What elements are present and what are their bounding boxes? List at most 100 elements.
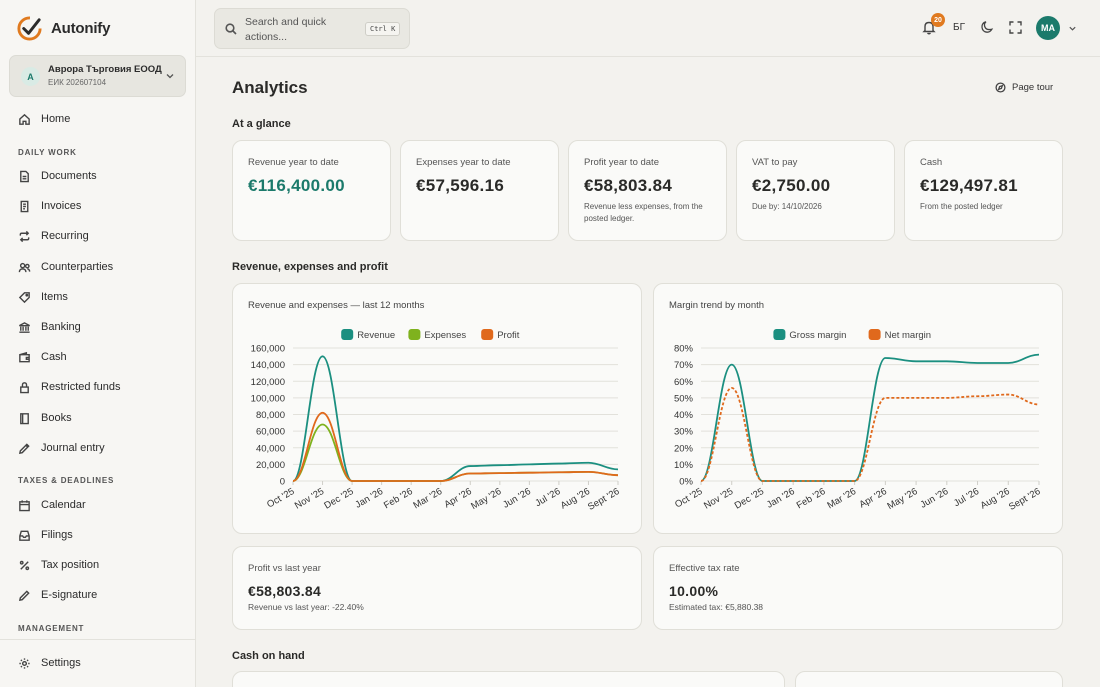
- section-revenue-expenses-profit: Revenue, expenses and profit: [232, 261, 388, 273]
- sidebar-item-label: Recurring: [41, 230, 89, 242]
- y-tick-label: 70%: [674, 360, 694, 371]
- sidebar-item-label: Counterparties: [41, 261, 114, 273]
- moon-icon[interactable]: [980, 20, 994, 34]
- legend-swatch: [408, 329, 421, 340]
- legend-swatch: [341, 329, 354, 340]
- sidebar-item-label: Documents: [41, 170, 97, 182]
- x-tick-label: Dec '25: [733, 486, 766, 511]
- legend-swatch: [773, 329, 786, 340]
- sidebar-item-e-signature[interactable]: E-signature: [18, 586, 97, 604]
- wallet-icon: [19, 351, 30, 362]
- x-tick-label: Jun '26: [919, 486, 951, 511]
- sidebar-item-invoices[interactable]: Invoices: [18, 197, 81, 215]
- sidebar-item-cash[interactable]: Cash: [18, 348, 67, 366]
- inbox-icon: [19, 530, 30, 541]
- page-tour-button[interactable]: Page tour: [995, 82, 1053, 93]
- kpi-card-revenue: Revenue year to date €116,400.00: [232, 140, 391, 241]
- legend-label: Profit: [497, 330, 520, 341]
- page-title: Analytics: [232, 78, 308, 97]
- y-tick-label: 20,000: [256, 460, 285, 471]
- organization-name: Аврора Търговия ЕООД: [48, 64, 162, 75]
- user-avatar[interactable]: MA: [1036, 16, 1060, 40]
- effective-tax-rate-card: Effective tax rate 10.00% Estimated tax:…: [653, 546, 1063, 630]
- sidebar-item-label: Restricted funds: [41, 381, 121, 393]
- sidebar-item-label: Calendar: [41, 499, 86, 511]
- organization-switcher[interactable]: A Аврора Търговия ЕООД ЕИК 202607104: [9, 55, 186, 97]
- brand-name: Autonify: [51, 20, 111, 37]
- card-note: Revenue vs last year: -22.40%: [248, 602, 364, 612]
- kpi-value: €116,400.00: [248, 176, 345, 195]
- y-tick-label: 0%: [679, 477, 693, 488]
- calendar-icon: [19, 499, 30, 511]
- kpi-label: VAT to pay: [752, 157, 798, 168]
- kpi-label: Expenses year to date: [416, 157, 511, 168]
- sidebar-item-label: Home: [41, 113, 71, 125]
- margin-trend-chart-card: Margin trend by month Gross margin Net ma…: [653, 283, 1063, 534]
- x-tick-label: Apr '26: [442, 486, 473, 510]
- gear-icon: [19, 657, 30, 669]
- y-tick-label: 30%: [674, 427, 694, 438]
- margin-trend-chart: Gross margin Net margin 0% 10% 20% 30% 40% 50% 6…: [673, 329, 1043, 513]
- sidebar-item-label: Cash: [41, 351, 67, 363]
- x-tick-label: Feb '26: [795, 486, 828, 511]
- card-label: Effective tax rate: [669, 563, 740, 574]
- bell-icon[interactable]: [922, 20, 936, 35]
- top-bar: Search and quick actions... Ctrl K 20 БГ…: [196, 0, 1100, 57]
- sidebar-item-tax-position[interactable]: Tax position: [18, 556, 99, 574]
- x-tick-label: Nov '25: [293, 486, 326, 511]
- x-tick-label: May '26: [469, 486, 503, 512]
- language-toggle[interactable]: БГ: [953, 22, 965, 33]
- chart-title: Revenue and expenses — last 12 months: [248, 300, 425, 311]
- chart-title: Margin trend by month: [669, 300, 765, 311]
- kpi-value: €57,596.16: [416, 176, 505, 195]
- sidebar-item-home[interactable]: Home: [18, 110, 70, 128]
- sidebar-item-restricted-funds[interactable]: Restricted funds: [18, 378, 120, 396]
- kpi-card-vat: VAT to pay €2,750.00 Due by: 14/10/2026: [736, 140, 895, 241]
- chevron-down-icon[interactable]: [1068, 24, 1077, 33]
- kpi-label: Revenue year to date: [248, 157, 339, 168]
- repeat-icon: [19, 230, 30, 242]
- x-tick-label: Jan '26: [353, 486, 385, 511]
- sidebar-item-documents[interactable]: Documents: [18, 167, 97, 185]
- section-taxes-deadlines: TAXES & DEADLINES: [18, 476, 115, 485]
- kpi-value: €58,803.84: [584, 176, 673, 195]
- y-tick-label: 40,000: [256, 443, 285, 454]
- x-tick-label: Nov '25: [702, 486, 735, 511]
- sidebar-item-label: Items: [41, 291, 68, 303]
- y-tick-label: 40%: [674, 410, 694, 421]
- revenue-expenses-chart: Revenue Expenses Profit 0 20,000 40,000 60,000…: [251, 329, 622, 513]
- notification-badge: 20: [931, 13, 945, 27]
- sidebar-item-journal-entry[interactable]: Journal entry: [18, 439, 105, 457]
- search-box[interactable]: Search and quick actions... Ctrl K: [214, 8, 410, 49]
- x-tick-label: Jul '26: [533, 486, 562, 509]
- sidebar-item-banking[interactable]: Banking: [18, 318, 81, 336]
- sidebar-item-filings[interactable]: Filings: [18, 526, 73, 544]
- y-tick-label: 20%: [674, 443, 694, 454]
- series-line-profit: [292, 411, 619, 482]
- sidebar-item-books[interactable]: Books: [18, 409, 72, 427]
- x-tick-label: Sept '26: [586, 486, 621, 513]
- organization-id: ЕИК 202607104: [48, 78, 107, 87]
- sidebar-item-recurring[interactable]: Recurring: [18, 227, 89, 245]
- series-line-net-margin: [700, 386, 1040, 482]
- sidebar-item-settings[interactable]: Settings: [18, 654, 81, 672]
- sidebar-item-counterparties[interactable]: Counterparties: [18, 258, 113, 276]
- sidebar-item-label: Banking: [41, 321, 81, 333]
- sidebar-item-label: Tax position: [41, 559, 100, 571]
- signature-icon: [18, 589, 30, 601]
- pen-icon: [18, 442, 30, 454]
- sidebar-item-calendar[interactable]: Calendar: [18, 496, 86, 514]
- sidebar-item-items[interactable]: Items: [18, 288, 68, 306]
- brand[interactable]: Autonify: [16, 15, 110, 42]
- cash-on-hand-card: [232, 671, 785, 687]
- chevron-down-icon: [166, 74, 174, 79]
- section-cash-on-hand: Cash on hand: [232, 650, 305, 662]
- fullscreen-icon[interactable]: [1009, 21, 1022, 34]
- y-tick-label: 140,000: [251, 360, 285, 371]
- compass-icon: [995, 82, 1006, 93]
- y-tick-label: 80,000: [256, 410, 285, 421]
- y-tick-label: 0: [280, 477, 285, 488]
- kpi-card-cash: Cash €129,497.81 From the posted ledger: [904, 140, 1063, 241]
- x-tick-label: Mar '26: [825, 486, 858, 511]
- home-icon: [19, 113, 30, 125]
